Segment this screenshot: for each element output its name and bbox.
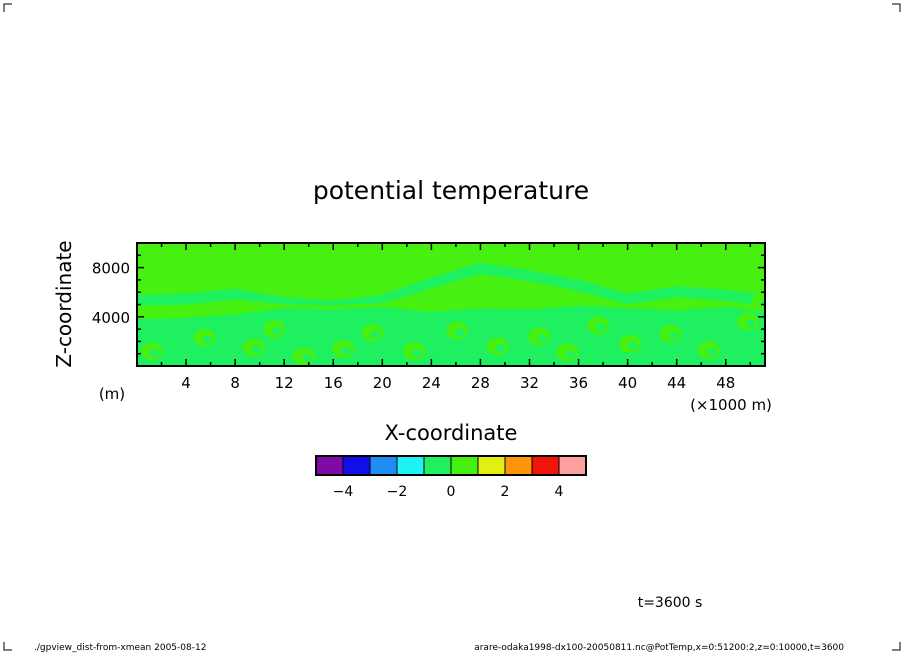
thermal-core bbox=[149, 349, 160, 358]
colorbar-tick-label: −4 bbox=[333, 484, 354, 500]
colorbar-swatch bbox=[450, 455, 479, 476]
corner-mark-bottom-left bbox=[3, 642, 12, 651]
thermal-core bbox=[537, 334, 548, 343]
x-tick-label: 48 bbox=[716, 374, 735, 392]
colorbar-tick-label: 2 bbox=[501, 484, 510, 500]
colorbar-tick-label: 0 bbox=[447, 484, 456, 500]
corner-mark-top-right bbox=[892, 3, 901, 12]
thermal-core bbox=[565, 350, 576, 359]
thermal-core bbox=[370, 330, 381, 339]
colorbar-tick-labels: −4 −2 0 2 4 bbox=[333, 484, 564, 500]
x-axis-ticks: 4 8 12 16 20 24 28 32 36 40 44 48 bbox=[160, 243, 752, 392]
thermal-core bbox=[495, 344, 506, 353]
y-axis-unit: (m) bbox=[99, 385, 125, 403]
thermal-core bbox=[202, 335, 213, 344]
colorbar-swatch bbox=[315, 455, 344, 476]
x-axis-unit: (×1000 m) bbox=[690, 396, 772, 414]
colorbar-swatch bbox=[477, 455, 506, 476]
x-tick-label: 12 bbox=[275, 374, 294, 392]
colorbar-swatch bbox=[504, 455, 533, 476]
x-tick-label: 20 bbox=[373, 374, 392, 392]
warm-upper-region bbox=[137, 243, 765, 301]
x-tick-label: 32 bbox=[520, 374, 539, 392]
colorbar-swatch bbox=[342, 455, 371, 476]
x-tick-label: 8 bbox=[230, 374, 240, 392]
thermal-core bbox=[272, 327, 283, 336]
plot-area bbox=[137, 243, 765, 366]
thermal-core bbox=[412, 349, 423, 358]
colorbar-swatch bbox=[531, 455, 560, 476]
x-tick-label: 36 bbox=[569, 374, 588, 392]
chart-title: potential temperature bbox=[313, 176, 589, 205]
x-tick-label: 24 bbox=[422, 374, 441, 392]
x-tick-label: 28 bbox=[471, 374, 490, 392]
x-tick-label: 16 bbox=[324, 374, 343, 392]
footer-right: arare-odaka1998-dx100-20050811.nc@PotTem… bbox=[474, 643, 844, 653]
corner-marks bbox=[3, 3, 901, 651]
x-tick-label: 40 bbox=[618, 374, 637, 392]
thermal-core bbox=[668, 332, 679, 341]
thermal-core bbox=[706, 348, 717, 357]
colorbar-tick-label: 4 bbox=[555, 484, 564, 500]
colorbar-frame bbox=[315, 455, 587, 476]
x-axis-label: X-coordinate bbox=[385, 421, 518, 445]
colorbar-swatch bbox=[558, 455, 587, 476]
colorbar-swatch bbox=[396, 455, 425, 476]
colorbar-tick-label: −2 bbox=[387, 484, 408, 500]
footer-left: ./gpview_dist-from-xmean 2005-08-12 bbox=[34, 643, 206, 653]
corner-mark-bottom-right bbox=[892, 642, 901, 651]
colorbar bbox=[315, 455, 587, 476]
thermal-plume bbox=[751, 293, 765, 312]
thermal-core bbox=[596, 323, 607, 332]
thermal-core bbox=[341, 346, 352, 355]
y-axis-label: Z-coordinate bbox=[52, 240, 76, 367]
thermal-core bbox=[455, 328, 466, 337]
warm-mid-layer bbox=[137, 273, 765, 320]
y-tick-label: 8000 bbox=[92, 260, 130, 278]
thermal-core bbox=[745, 319, 756, 328]
x-tick-label: 44 bbox=[667, 374, 686, 392]
thermal-core bbox=[251, 345, 262, 354]
corner-mark-top-left bbox=[3, 3, 12, 12]
y-axis-ticks: 4000 8000 bbox=[92, 254, 765, 355]
time-label: t=3600 s bbox=[638, 595, 703, 611]
y-tick-label: 4000 bbox=[92, 309, 130, 327]
colorbar-swatch bbox=[369, 455, 398, 476]
thermal-core bbox=[301, 354, 312, 363]
thermal-core bbox=[628, 341, 639, 350]
colorbar-swatch bbox=[423, 455, 452, 476]
x-tick-label: 4 bbox=[181, 374, 191, 392]
